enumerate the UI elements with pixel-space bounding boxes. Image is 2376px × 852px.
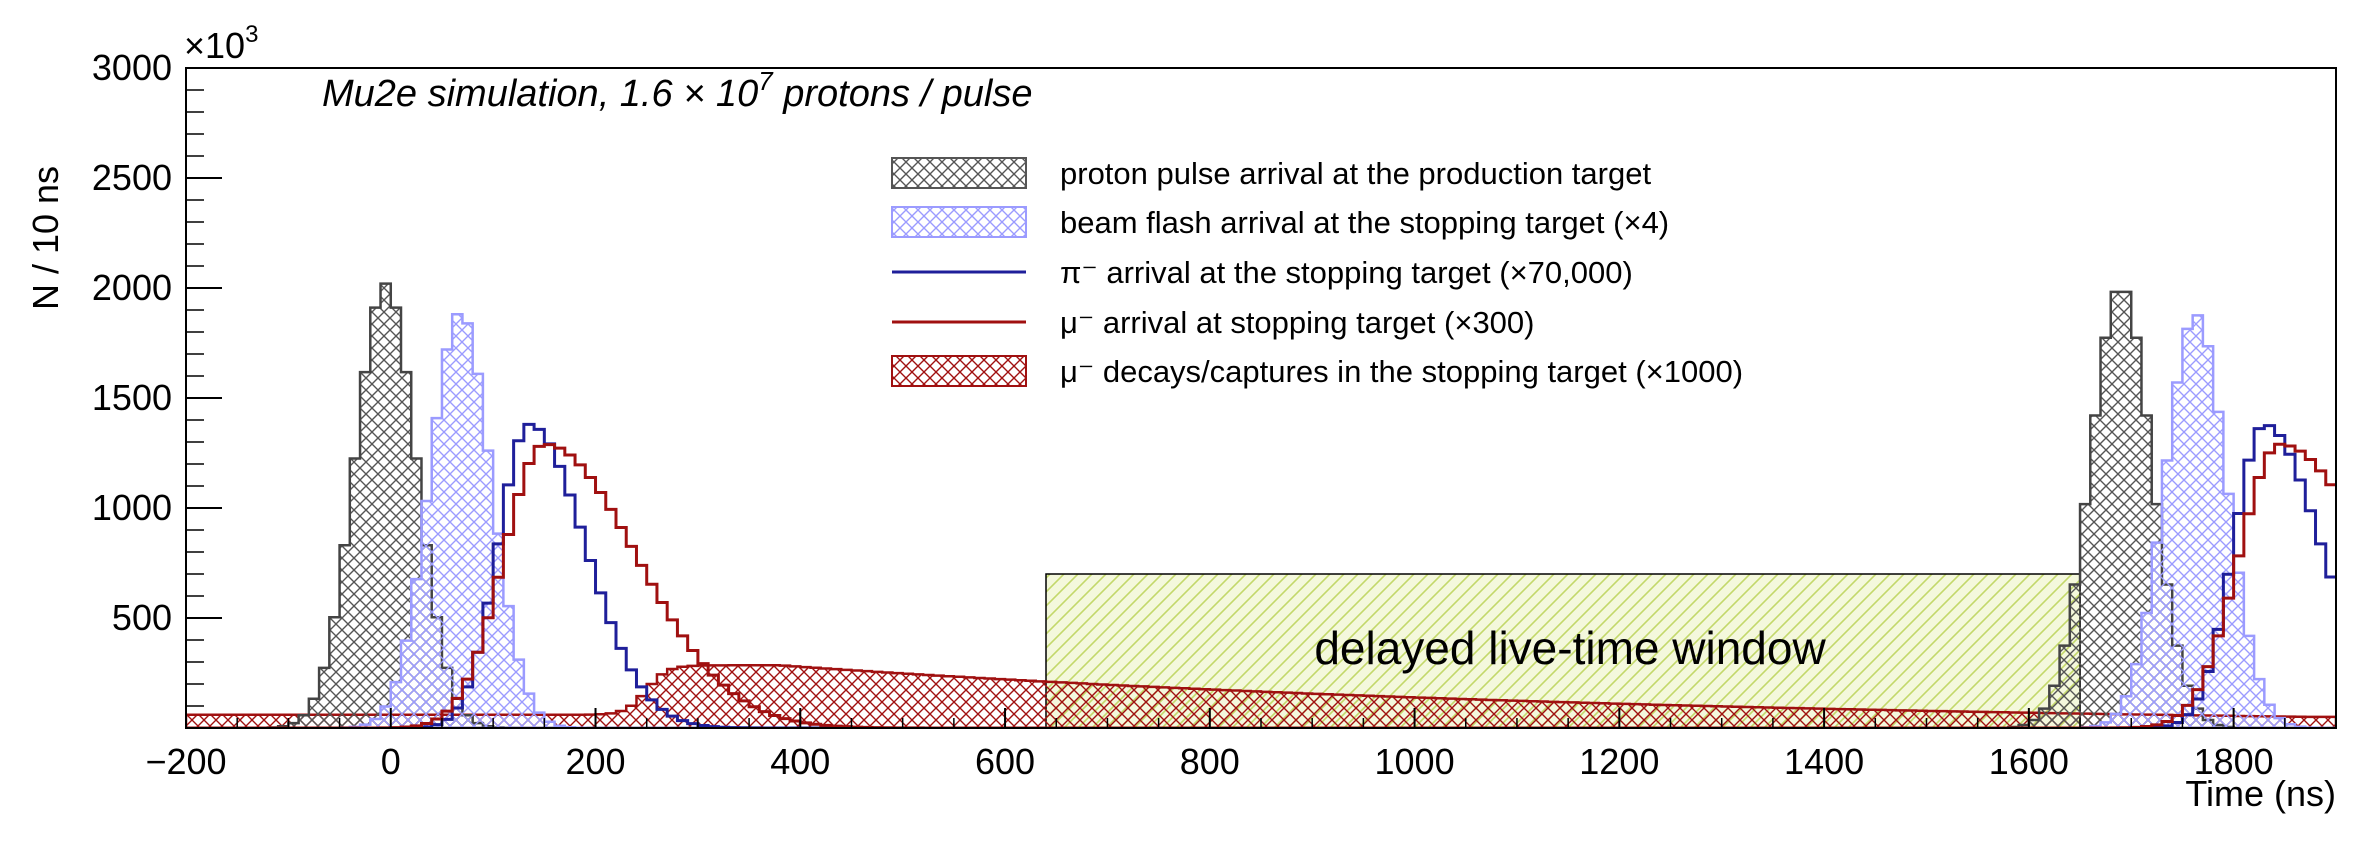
x-tick-label: 1400 <box>1784 741 1864 782</box>
axis-layer: −200 0 200 400 600 800 1000 1200 1400 1600 1800 500… <box>92 47 2337 782</box>
y-tick-label: 2500 <box>92 157 172 198</box>
y-tick-label: 500 <box>112 597 172 638</box>
x-tick-label: 600 <box>975 741 1035 782</box>
y-multiplier: ×103 <box>184 21 258 66</box>
y-tick-label: 2000 <box>92 267 172 308</box>
legend-item-flash: beam flash arrival at the stopping targe… <box>1060 205 1669 240</box>
series-pion-arrival <box>186 422 2336 728</box>
x-axis-label: Time (ns) <box>2185 773 2336 814</box>
y-tick-label: 1000 <box>92 487 172 528</box>
legend-swatch-proton <box>891 157 1027 189</box>
y-tick-label: 3000 <box>92 47 172 88</box>
x-tick-label: 1000 <box>1375 741 1455 782</box>
legend-swatch-flash <box>891 206 1027 238</box>
x-tick-label: 1600 <box>1989 741 2069 782</box>
legend-item-decay: μ⁻ decays/captures in the stopping targe… <box>1060 354 1743 389</box>
histogram-layer <box>186 282 2336 728</box>
chart-title: Mu2e simulation, 1.6 × 107 protons / pul… <box>322 66 1033 115</box>
x-tick-label: 200 <box>565 741 625 782</box>
y-axis-label: N / 10 ns <box>25 166 66 310</box>
series-beam-flash <box>186 313 2336 728</box>
legend-swatch-decay <box>891 355 1027 387</box>
x-tick-label: 1200 <box>1579 741 1659 782</box>
legend-item-proton: proton pulse arrival at the production t… <box>1060 156 1651 191</box>
series-muon-decays <box>186 664 2336 728</box>
legend-item-muon: μ⁻ arrival at stopping target (×300) <box>1060 305 1535 340</box>
x-tick-label: 800 <box>1180 741 1240 782</box>
y-tick-label: 1500 <box>92 377 172 418</box>
legend-item-pion: π⁻ arrival at the stopping target (×70,0… <box>1060 255 1633 290</box>
legend: proton pulse arrival at the production t… <box>891 156 1743 389</box>
x-tick-label: 400 <box>770 741 830 782</box>
live-window-label: delayed live-time window <box>1314 622 1826 674</box>
x-tick-label: 1800 <box>2194 741 2274 782</box>
x-tick-label: 0 <box>381 741 401 782</box>
x-tick-label: −200 <box>145 741 226 782</box>
